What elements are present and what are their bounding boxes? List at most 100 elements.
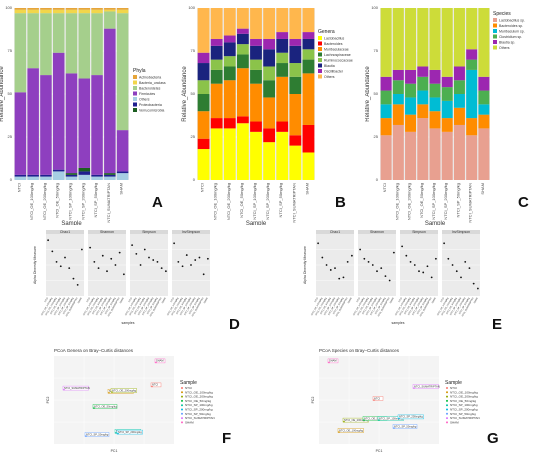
- data-point: [85, 435, 87, 437]
- bar-segment: [40, 75, 52, 175]
- bar-segment: [210, 128, 223, 180]
- bar-segment: [14, 13, 27, 93]
- data-point: [202, 273, 205, 276]
- point-label-box: [412, 384, 439, 389]
- x-tick-label: NTCI_OE_50mg/kg: [50, 297, 62, 315]
- bar-segment: [27, 13, 39, 69]
- bar-segment: [27, 9, 39, 14]
- legend-label: NTCI_SP_100mg/kg: [450, 403, 478, 407]
- x-tick-label: NTCI_OE_50mg/kg: [176, 297, 188, 315]
- legend-label: NTCI_OE_50mg/kg: [185, 399, 212, 403]
- legend-label: Bacteroides sp.: [499, 24, 523, 28]
- x-tick-label: NTCI_OE_200mg/kg: [42, 183, 47, 220]
- data-point: [363, 257, 366, 260]
- x-tick-label: NTCI_SP_50mg/kg: [189, 297, 201, 315]
- bar-segment: [429, 8, 441, 70]
- bar-segment: [466, 59, 478, 70]
- bar-segment: [91, 13, 103, 76]
- bar-segment: [263, 8, 276, 39]
- legend-label: NTCI_SP_100mg/kg: [185, 403, 213, 407]
- bar-segment: [302, 124, 315, 153]
- bar-segment: [250, 8, 262, 39]
- data-point: [118, 251, 121, 254]
- bar-segment: [466, 135, 478, 180]
- bar-segment: [250, 121, 262, 132]
- bar-segment: [223, 118, 236, 129]
- data-point: [380, 267, 383, 269]
- bar-segment: [116, 130, 129, 172]
- x-tick-label: NTCI_SP_50mg/kg: [455, 183, 460, 217]
- data-point: [367, 261, 370, 263]
- point-label: NTCI_SP_200mg/kg: [399, 415, 423, 419]
- bar-segment: [236, 116, 249, 124]
- legend-swatch: [493, 29, 497, 33]
- x-tick-label: NTCI_SP_50mg/kg: [459, 297, 471, 315]
- x-axis-title: samples: [391, 321, 404, 325]
- legend-label: Blautia: [324, 64, 335, 68]
- bar-segment: [210, 69, 223, 84]
- bar-segment: [417, 104, 429, 119]
- panel-label-e: E: [492, 316, 503, 333]
- x-tick-label: NTCI_SUMATRIPTAN: [468, 183, 473, 223]
- data-point: [131, 244, 134, 247]
- legend: SampleNTCINTCI_OE_100mg/kgNTCI_OE_200mg/…: [180, 380, 215, 424]
- data-point: [447, 257, 450, 260]
- data-point: [359, 248, 362, 251]
- bar-segment: [380, 118, 392, 136]
- bar-segment: [441, 8, 453, 77]
- data-point: [409, 261, 412, 263]
- data-point: [325, 264, 328, 266]
- x-tick-label: NTCI_OE_50mg/kg: [362, 297, 374, 315]
- legend-swatch: [318, 63, 322, 68]
- y-axis-title: Relative_Abundance: [0, 66, 5, 122]
- bar-segment: [14, 174, 27, 177]
- bar-segment: [263, 97, 276, 129]
- data-point: [206, 257, 209, 260]
- y-tick-label: 75: [374, 48, 379, 53]
- legend-label: Muribaculum sp.: [499, 29, 525, 33]
- bar-segment: [405, 114, 417, 132]
- bar-segment: [197, 63, 210, 81]
- x-axis-title: Sample: [246, 221, 267, 225]
- bar-segment: [276, 52, 289, 64]
- bar-segment: [289, 145, 302, 180]
- facet-title: Shannon: [370, 230, 384, 234]
- bar-segment: [478, 8, 490, 77]
- data-point: [338, 277, 341, 280]
- legend-swatch: [446, 417, 448, 420]
- bar-segment: [417, 66, 429, 77]
- bar-segment: [289, 38, 302, 46]
- x-tick-label: NTCI_OE_50mg/kg: [446, 297, 458, 315]
- bar-segment: [302, 32, 315, 39]
- bar-segment: [65, 9, 78, 14]
- bar-segment: [263, 80, 276, 98]
- legend-label: Bacteria_unclass: [139, 81, 166, 85]
- bar-segment: [441, 100, 453, 119]
- x-tick-label: NTCI: [200, 183, 205, 192]
- data-point: [321, 256, 324, 259]
- bar-segment: [210, 83, 223, 119]
- bar-segment: [276, 8, 289, 33]
- bar-segment: [441, 131, 453, 180]
- data-point: [350, 254, 353, 257]
- data-point: [76, 283, 79, 286]
- bar-segment: [91, 75, 103, 175]
- y-axis-title: Relative_Abundance: [182, 66, 188, 122]
- bar-segment: [405, 97, 417, 115]
- bar-segment: [417, 76, 429, 91]
- bar-segment: [91, 176, 103, 180]
- bar-segment: [380, 90, 392, 105]
- data-point: [405, 254, 408, 257]
- bar-segment: [27, 176, 39, 180]
- point-label: NTCI: [374, 396, 380, 400]
- data-point: [135, 252, 138, 255]
- bar-segment: [289, 94, 302, 136]
- legend-label: NTCI_OE_100mg/kg: [450, 390, 478, 394]
- data-point: [443, 242, 446, 245]
- legend-label: NTCI_OE_100mg/kg: [185, 390, 213, 394]
- bar-segment: [116, 13, 129, 131]
- data-point: [152, 259, 155, 261]
- bar-segment: [302, 38, 315, 50]
- data-point: [434, 257, 437, 260]
- legend-swatch: [446, 399, 448, 402]
